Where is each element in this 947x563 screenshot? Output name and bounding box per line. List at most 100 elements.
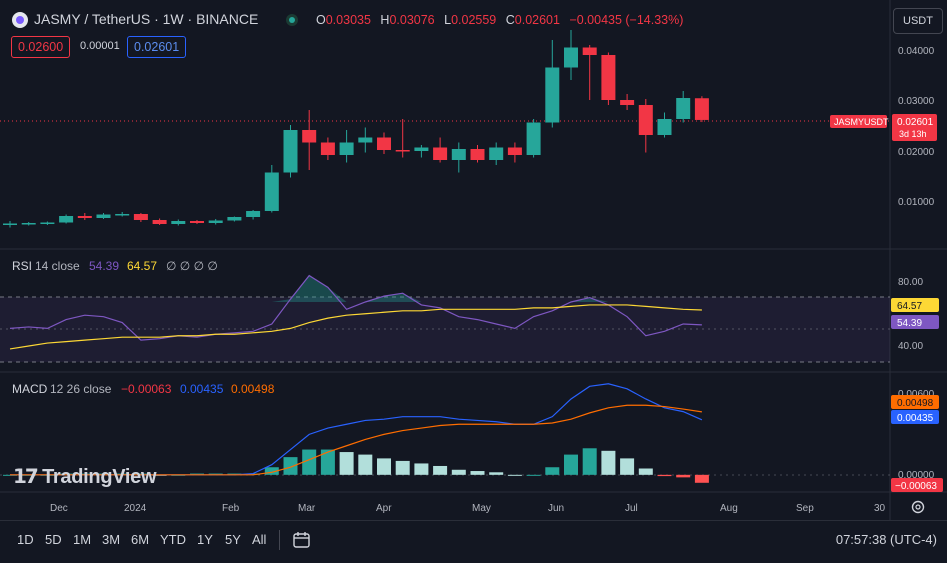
macd-label[interactable]: MACD xyxy=(12,382,48,396)
buy-button[interactable]: 0.02601 xyxy=(127,36,187,58)
countdown-badge: 3d 13h xyxy=(899,129,927,139)
range-5y[interactable]: 5Y xyxy=(225,532,241,547)
candle-body xyxy=(339,142,354,155)
macd-histogram-bar xyxy=(564,454,578,475)
close-label: C xyxy=(505,13,515,27)
candle-body xyxy=(377,137,391,150)
rsi-params: 14 close xyxy=(35,259,80,273)
rsi-tick: 80.00 xyxy=(898,277,923,288)
range-3m[interactable]: 3M xyxy=(102,532,121,547)
bottom-toolbar xyxy=(0,520,947,563)
change-value: −0.00435 (−14.33%) xyxy=(569,13,684,27)
symbol-title[interactable]: JASMY / TetherUS · 1W · BINANCE xyxy=(34,11,259,27)
macd-histogram-bar xyxy=(77,473,92,475)
macd-tick: 0.00600 xyxy=(898,389,935,400)
range-1y[interactable]: 1Y xyxy=(197,532,213,547)
open-value: 0.03035 xyxy=(325,13,371,27)
macd-params: 12 26 close xyxy=(50,382,112,396)
candle-body xyxy=(358,137,373,143)
calendar-icon[interactable] xyxy=(291,530,313,550)
rsi-label[interactable]: RSI xyxy=(12,259,32,273)
time-label: Aug xyxy=(720,503,738,514)
candle-body xyxy=(171,221,186,224)
macd-signal-badge-bg xyxy=(891,395,939,409)
candle-body xyxy=(152,220,167,224)
macd-histogram-bar xyxy=(507,474,522,476)
macd-histogram-bar xyxy=(358,454,373,475)
rsi-ma-badge-bg xyxy=(891,298,939,312)
time-label: Jul xyxy=(625,503,638,514)
candle-body xyxy=(414,147,429,151)
macd-histogram-bar xyxy=(208,473,223,475)
time-label: 30 xyxy=(874,503,886,514)
macd-signal-badge: 0.00498 xyxy=(897,398,934,409)
time-label: Feb xyxy=(222,503,240,514)
candle-body xyxy=(433,147,448,160)
candle-body xyxy=(638,105,653,135)
macd-hist-badge: −0.00063 xyxy=(895,481,937,492)
macd-histogram-bar xyxy=(133,473,148,475)
rsi-value: 54.39 xyxy=(89,259,119,273)
rsi-line xyxy=(9,274,702,341)
clock-timezone[interactable]: 07:57:38 (UTC-4) xyxy=(835,532,937,547)
market-open-icon xyxy=(286,14,298,26)
candle-body xyxy=(133,214,148,220)
candle-body xyxy=(545,67,560,123)
macd-histogram-bar xyxy=(59,473,74,475)
range-6m[interactable]: 6M xyxy=(131,532,150,547)
price-tick: 0.03000 xyxy=(898,96,935,107)
time-label: Jun xyxy=(548,503,564,514)
macd-histogram-bar xyxy=(414,463,429,475)
macd-line xyxy=(10,383,703,476)
macd-histogram-bar xyxy=(264,467,279,475)
macd-histogram-bar xyxy=(451,469,466,475)
rsi-series xyxy=(9,274,702,350)
candle-body xyxy=(283,130,298,173)
macd-histogram-bar xyxy=(227,473,242,475)
range-all[interactable]: All xyxy=(252,532,267,547)
high-label: H xyxy=(380,13,390,27)
gear-icon[interactable] xyxy=(911,500,925,514)
candle-body xyxy=(227,217,242,221)
macd-histogram-bar xyxy=(339,452,354,475)
macd-histogram-bar xyxy=(433,465,448,475)
candle-body xyxy=(115,214,130,216)
macd-line-value: 0.00435 xyxy=(180,382,224,396)
macd-histogram-bar xyxy=(601,450,616,475)
candle-body xyxy=(302,130,317,143)
time-label: Sep xyxy=(796,503,814,514)
macd-histogram-bar xyxy=(320,449,335,475)
candle-body xyxy=(320,142,335,155)
candle-body xyxy=(526,122,541,155)
macd-histogram-bar xyxy=(190,473,204,475)
candle-body xyxy=(96,214,111,218)
high-value: 0.03076 xyxy=(389,13,435,27)
candle-body xyxy=(470,149,485,160)
sell-button[interactable]: 0.02600 xyxy=(11,36,71,58)
price-tick: 0.04000 xyxy=(898,46,935,57)
time-label: Apr xyxy=(376,503,392,514)
rsi-ma-line xyxy=(9,304,702,350)
candle-body xyxy=(246,211,261,217)
candle-body xyxy=(208,220,223,223)
macd-hist-value: −0.00063 xyxy=(121,382,172,396)
macd-line-badge-bg xyxy=(891,410,939,424)
currency-dropdown[interactable]: USDT xyxy=(893,8,943,34)
range-1m[interactable]: 1M xyxy=(73,532,92,547)
macd-histogram-bar xyxy=(545,467,560,475)
chart-canvas[interactable]: 0.04000 0.03000 0.02000 0.01000 JASMYUSD… xyxy=(0,0,947,520)
candle-body xyxy=(451,149,466,160)
range-5d[interactable]: 5D xyxy=(45,532,62,547)
tradingview-wordmark: TradingView xyxy=(42,466,157,488)
price-tick: 0.02000 xyxy=(898,147,935,158)
candle-body xyxy=(694,98,709,120)
macd-histogram-bar xyxy=(302,449,317,475)
candle-body xyxy=(620,100,635,105)
macd-histogram-bar xyxy=(676,474,691,478)
range-1d[interactable]: 1D xyxy=(17,532,34,547)
time-label: May xyxy=(472,503,491,514)
chart-header: JASMY / TetherUS · 1W · BINANCE O0.03035… xyxy=(0,0,890,38)
candle-body xyxy=(59,216,74,223)
rsi-tick: 40.00 xyxy=(898,341,923,352)
range-ytd[interactable]: YTD xyxy=(160,532,186,547)
